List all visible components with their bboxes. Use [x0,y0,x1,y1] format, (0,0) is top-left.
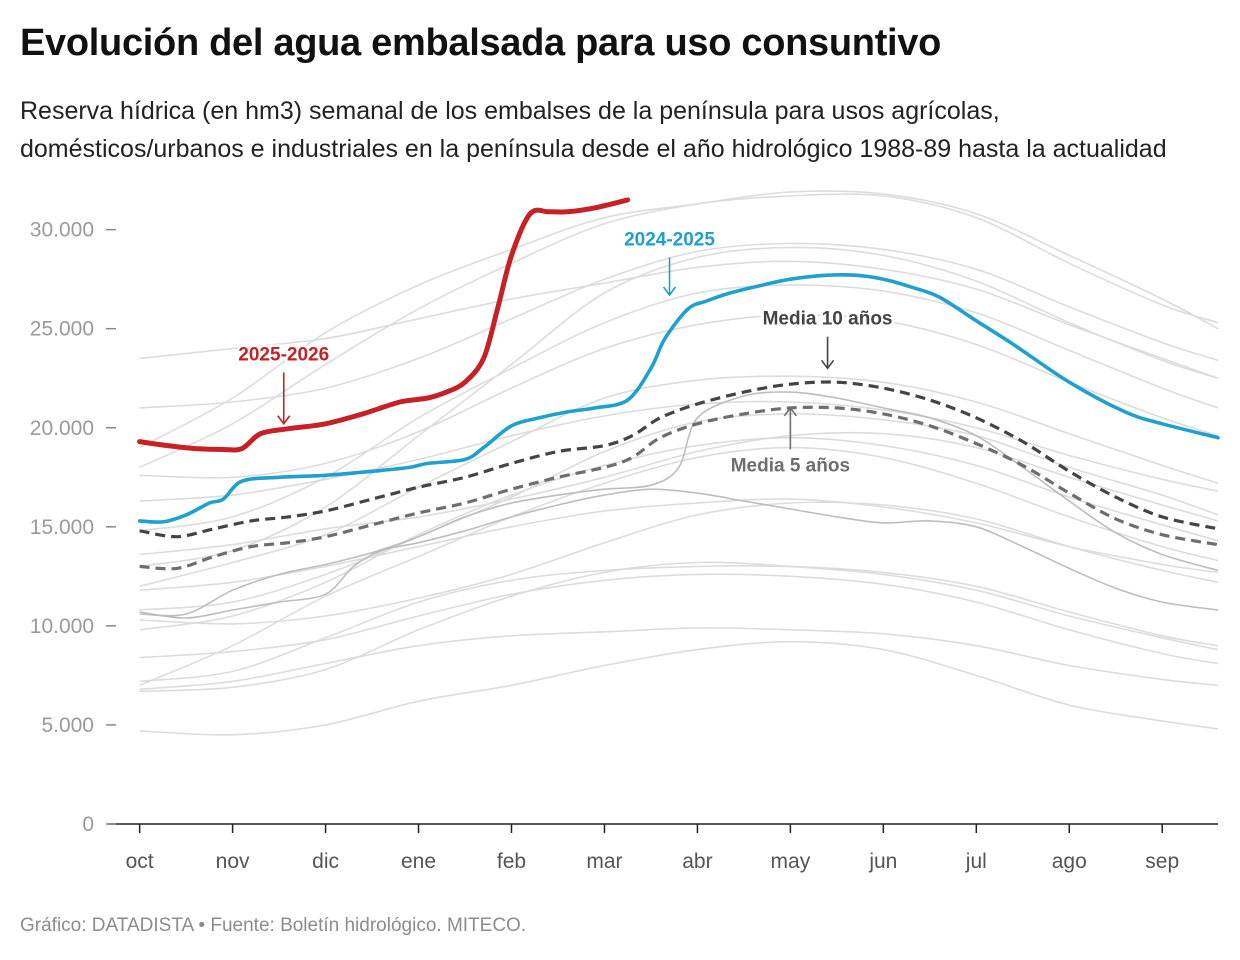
background-year-line [139,242,1219,409]
background-year-line [139,246,1219,568]
y-tick-label: 25.000 [30,318,94,341]
x-tick-label: may [771,850,811,873]
background-year-line [139,501,1219,625]
background-year-line [139,313,1219,479]
y-tick-label: 15.000 [30,516,94,539]
series-line-2024-2025 [137,272,1220,524]
background-year-line [139,565,1219,683]
x-tick-label: sep [1145,850,1179,873]
background-year-line [139,260,1219,379]
background-year-line [139,284,1219,532]
annotation-label-2025-2026: 2025-2026 [238,344,329,365]
annotation-arrow-2024-2025 [662,257,677,297]
annotations-group: 2025-2026 2024-2025 Media 10 años Media 5 a… [236,227,895,479]
y-tick-label: 5.000 [41,714,94,737]
x-tick-label: dic [312,850,339,873]
x-tick-label: jun [868,850,897,873]
x-tick-label: ago [1052,850,1087,873]
y-tick-label: 10.000 [30,615,94,638]
reference-lines-group [139,380,1219,571]
y-tick-label: 20.000 [30,417,94,440]
background-year-line [139,640,1219,736]
annotation-label-2024-2025: 2024-2025 [624,229,715,250]
x-tick-label: feb [497,850,526,873]
chart-subtitle: Reserva hídrica (en hm3) semanal de los … [20,97,1167,163]
x-tick-label: abr [682,850,712,873]
chart-footer: Gráfico: DATADISTA • Fuente: Boletín hid… [20,915,527,936]
background-year-line [139,413,1219,611]
background-year-line [139,627,1219,691]
x-tick-label: jul [965,850,987,873]
background-year-line [139,375,1219,588]
annotation-arrow-media-10-a-os [820,336,835,370]
series-line-2025-2026 [137,197,631,453]
background-year-line [139,431,1219,556]
background-year-line-dark [139,391,1219,617]
background-year-line [139,190,1219,449]
background-years-group [139,190,1219,736]
media-10-a-os-line [139,380,1219,539]
background-year-line [139,446,1219,687]
media-5-a-os-line [139,405,1219,571]
background-year-line [139,400,1219,502]
background-year-line-dark [139,488,1219,619]
x-tick-label: mar [586,850,622,873]
background-year-line [139,561,1219,693]
x-tick-label: oct [126,850,154,873]
y-tick-label: 30.000 [30,219,94,242]
annotation-arrow-media-5-a-os [783,406,798,450]
annotation-arrow-2025-2026 [277,372,291,426]
chart-title: Evolución del agua embalsada para uso co… [20,22,942,64]
y-tick-label: 0 [82,813,94,836]
annotation-label-media-10-a-os: Media 10 años [763,309,893,330]
x-tick-label: ene [401,850,436,873]
highlight-series-group [137,197,1220,524]
x-tick-label: nov [216,850,250,873]
axes-group: 0 5.000 10.000 15.000 20.000 25.000 30.000 oct n… [30,219,1218,873]
background-year-line [139,573,1219,665]
annotation-label-media-5-a-os: Media 5 años [731,455,850,476]
